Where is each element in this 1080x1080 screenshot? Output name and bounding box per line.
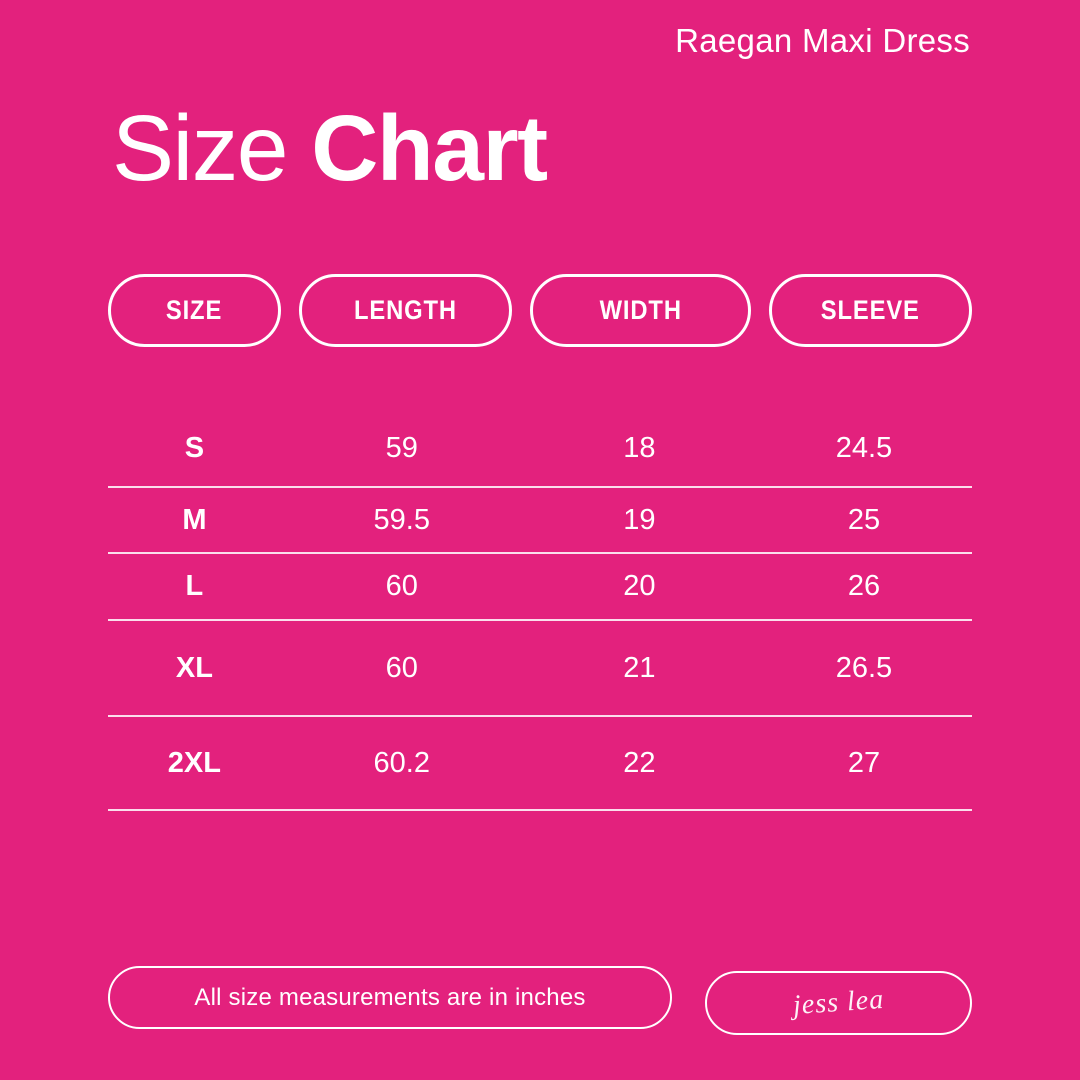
cell-width: 18 xyxy=(623,431,656,464)
column-headers: SIZE LENGTH WIDTH SLEEVE xyxy=(108,274,972,347)
table-row: XL 60 21 26.5 xyxy=(108,621,972,717)
measurement-note-pill: All size measurements are in inches xyxy=(108,966,672,1029)
product-name: Raegan Maxi Dress xyxy=(675,22,970,59)
table-row: S 59 18 24.5 xyxy=(108,410,972,488)
cell-size: S xyxy=(184,431,205,464)
column-header-size-label: SIZE xyxy=(166,295,223,325)
cell-sleeve: 26.5 xyxy=(835,651,893,684)
cell-length: 60.2 xyxy=(373,746,430,779)
column-header-sleeve-label: SLEEVE xyxy=(820,295,920,325)
page-title-bold: Chart xyxy=(311,96,548,200)
cell-width: 22 xyxy=(623,746,656,779)
cell-sleeve: 27 xyxy=(847,746,881,779)
column-header-length: LENGTH xyxy=(298,274,513,347)
cell-sleeve: 26 xyxy=(847,570,881,602)
page-title-regular: Size xyxy=(112,96,288,200)
brand-pill: jess lea xyxy=(705,971,972,1035)
cell-width: 21 xyxy=(623,651,656,684)
cell-sleeve: 25 xyxy=(847,503,881,536)
page-title: Size Chart xyxy=(112,102,548,195)
measurement-note: All size measurements are in inches xyxy=(194,983,586,1011)
cell-length: 59 xyxy=(385,431,418,464)
column-header-width: WIDTH xyxy=(529,274,752,347)
column-header-sleeve: SLEEVE xyxy=(768,274,972,347)
column-header-length-label: LENGTH xyxy=(353,295,457,325)
cell-length: 60 xyxy=(385,651,418,684)
size-table-body: S 59 18 24.5 M 59.5 19 25 L 60 20 26 XL … xyxy=(108,410,972,811)
cell-length: 59.5 xyxy=(373,503,430,536)
table-row: M 59.5 19 25 xyxy=(108,488,972,554)
cell-size: M xyxy=(182,503,207,536)
cell-width: 19 xyxy=(623,503,656,536)
brand-signature: jess lea xyxy=(791,983,886,1022)
cell-size: L xyxy=(185,570,204,602)
cell-size: XL xyxy=(175,651,213,684)
column-header-width-label: WIDTH xyxy=(599,295,682,325)
column-header-size: SIZE xyxy=(108,274,281,347)
cell-size: 2XL xyxy=(167,746,221,779)
footer: All size measurements are in inches jess… xyxy=(108,966,972,1035)
table-row: L 60 20 26 xyxy=(108,554,972,621)
cell-sleeve: 24.5 xyxy=(835,431,893,464)
cell-width: 20 xyxy=(623,570,656,602)
cell-length: 60 xyxy=(385,570,418,602)
table-row: 2XL 60.2 22 27 xyxy=(108,717,972,811)
